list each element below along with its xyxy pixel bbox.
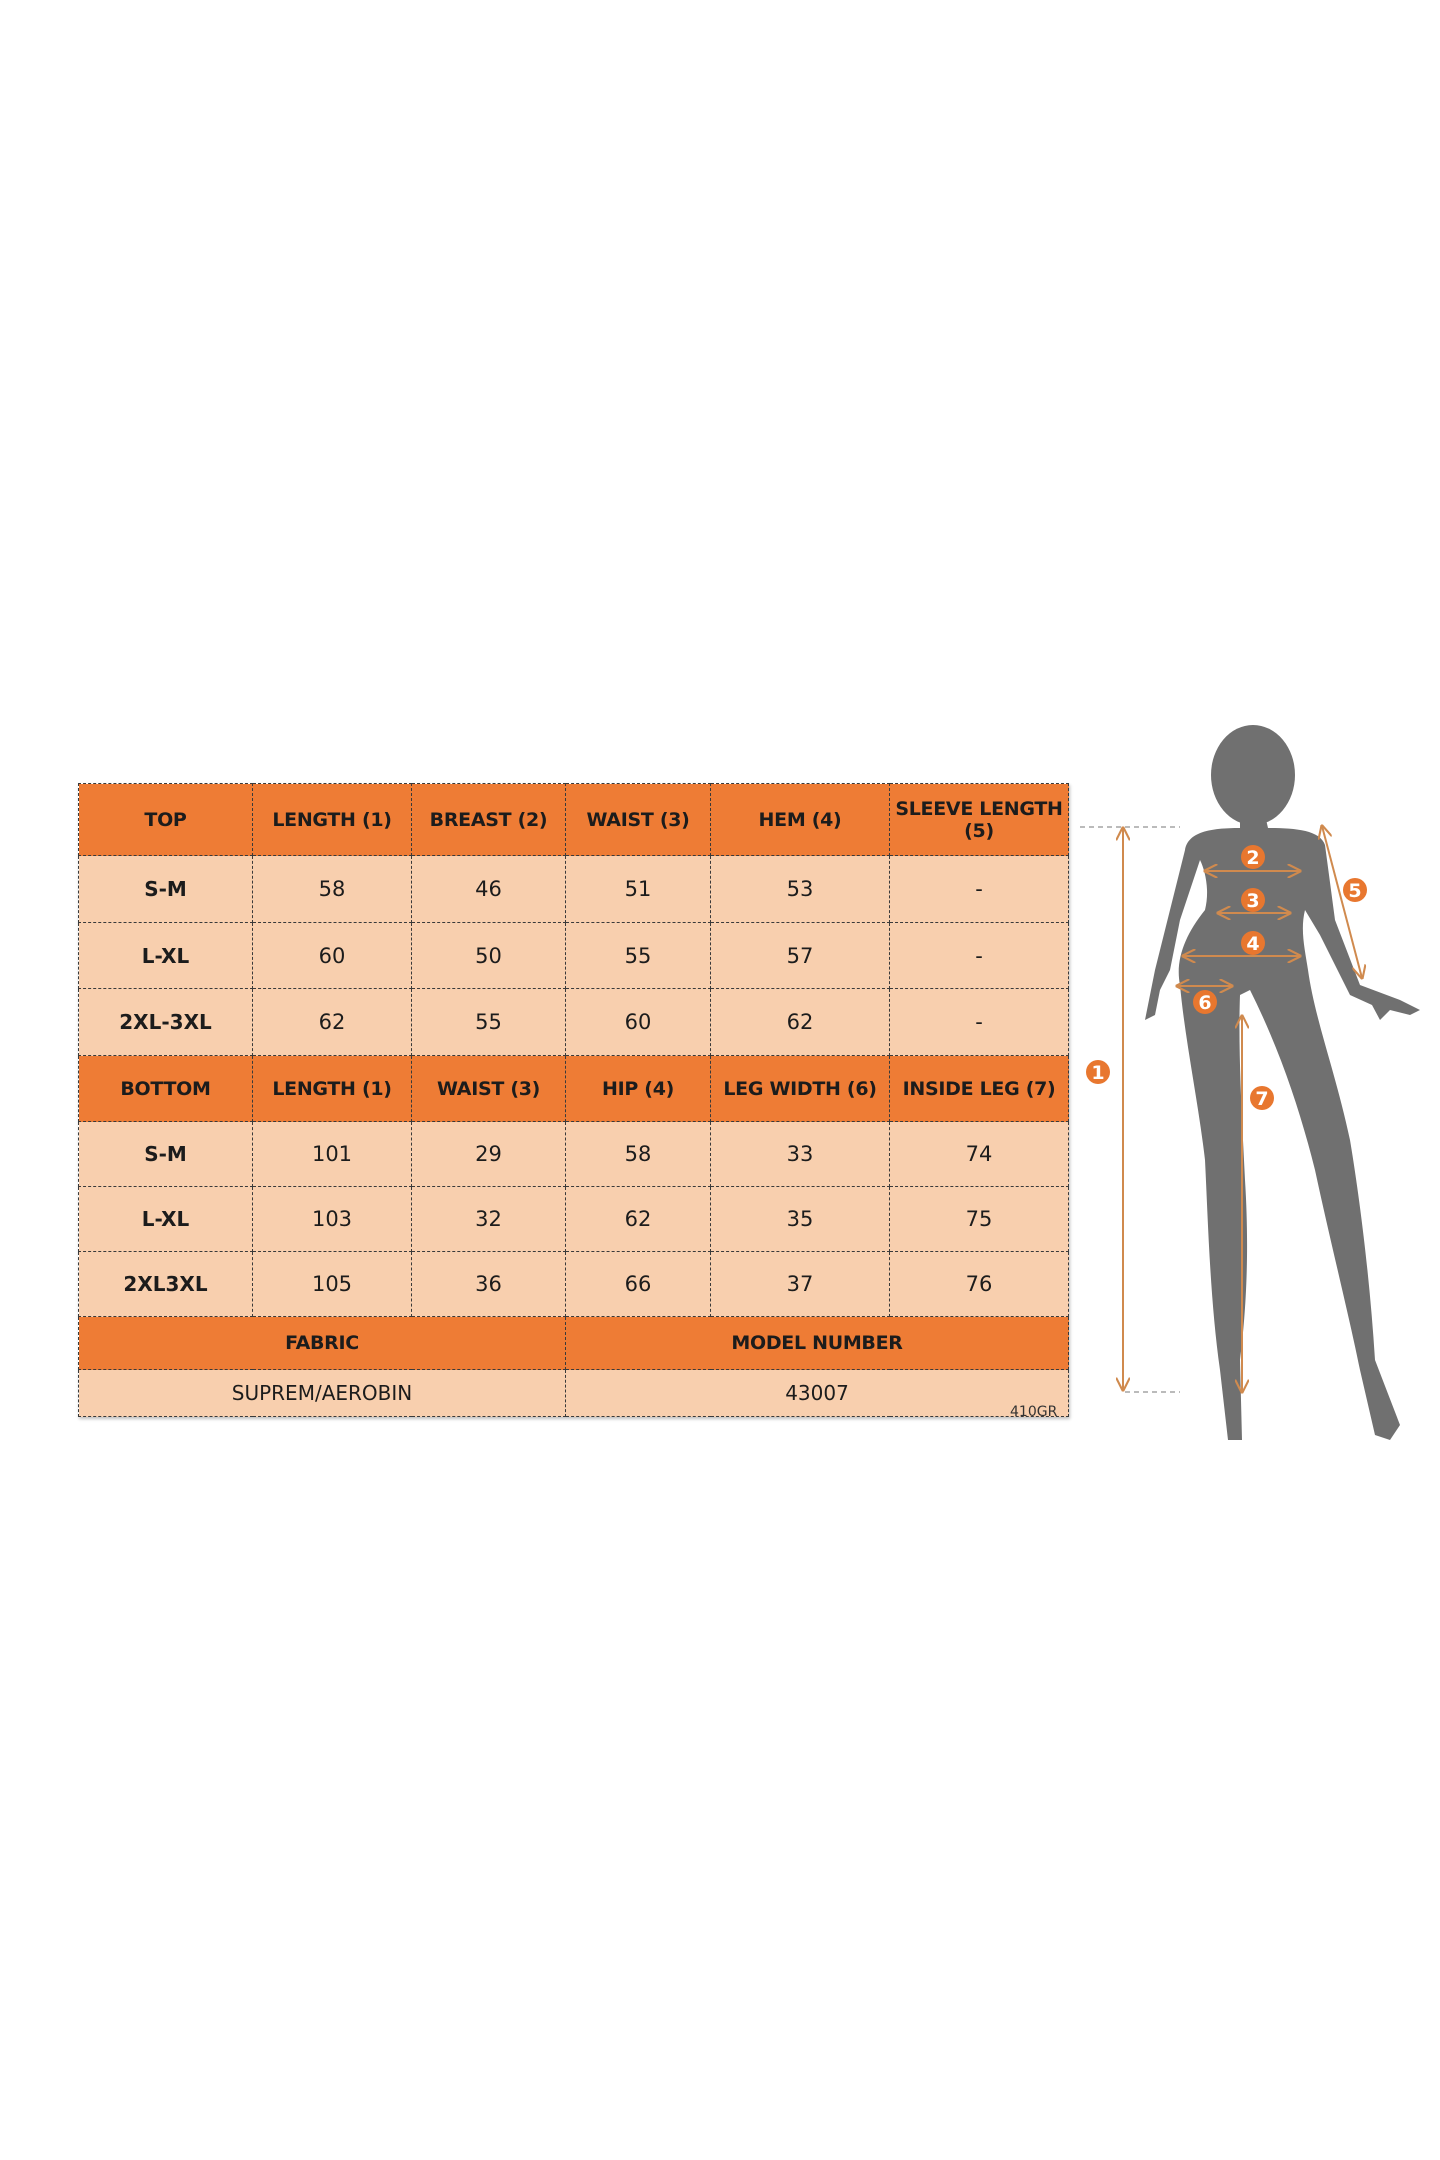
table-cell: -: [889, 988, 1069, 1056]
table-cell: 50: [411, 922, 566, 989]
table-cell: 32: [411, 1186, 566, 1252]
table-cell: 62: [252, 988, 412, 1056]
table-cell: 103: [252, 1186, 412, 1252]
info-value-row: SUPREM/AEROBIN 43007: [78, 1369, 1069, 1417]
silhouette: [1145, 725, 1420, 1440]
bottom-table-row: S-M 101 29 58 33 74: [78, 1121, 1069, 1187]
marker-3: 3: [1241, 888, 1265, 912]
fabric-value: SUPREM/AEROBIN: [78, 1369, 566, 1417]
svg-text:4: 4: [1246, 933, 1259, 955]
top-table-row: S-M 58 46 51 53-: [78, 855, 1069, 923]
bottom-table-row: L-XL 103 32 62 35 75: [78, 1186, 1069, 1252]
column-header: SLEEVE LENGTH (5): [889, 783, 1069, 856]
info-header-row: FABRIC MODEL NUMBER: [78, 1316, 1069, 1370]
table-cell: 55: [411, 988, 566, 1056]
table-cell: 101: [252, 1121, 412, 1187]
column-header: WAIST (3): [411, 1055, 566, 1122]
table-cell: 60: [565, 988, 711, 1056]
table-cell: -: [889, 922, 1069, 989]
table-cell: -: [889, 855, 1069, 923]
bottom-table-row: 2XL3XL 105 36 66 37 76: [78, 1251, 1069, 1317]
column-header: BOTTOM: [78, 1055, 253, 1122]
marker-1: 1: [1086, 1060, 1110, 1084]
table-cell: S-M: [78, 1121, 253, 1187]
table-cell: 66: [565, 1251, 711, 1317]
marker-6: 6: [1193, 990, 1217, 1014]
table-cell: 36: [411, 1251, 566, 1317]
table-cell: 76: [889, 1251, 1069, 1317]
top-table-row: L-XL 60 50 55 57-: [78, 922, 1069, 989]
svg-text:6: 6: [1198, 992, 1211, 1014]
column-header: LENGTH (1): [252, 1055, 412, 1122]
svg-text:7: 7: [1255, 1088, 1268, 1110]
marker-5: 5: [1343, 878, 1367, 902]
chart-code: 410GR: [1010, 1404, 1058, 1420]
table-cell: 2XL-3XL: [78, 988, 253, 1056]
table-cell: 33: [710, 1121, 890, 1187]
table-cell: 62: [710, 988, 890, 1056]
table-cell: 29: [411, 1121, 566, 1187]
arrow-sleeve: [1322, 826, 1362, 978]
table-cell: 105: [252, 1251, 412, 1317]
model-label: MODEL NUMBER: [565, 1316, 1069, 1370]
column-header: LEG WIDTH (6): [710, 1055, 890, 1122]
table-cell: 58: [252, 855, 412, 923]
fabric-label: FABRIC: [78, 1316, 566, 1370]
body-measurement-figure: 1 2 3 4 5 6 7: [1080, 725, 1420, 1440]
table-cell: 62: [565, 1186, 711, 1252]
silhouette-body: [1145, 815, 1420, 1440]
top-table-row: 2XL-3XL 62 55 60 62-: [78, 988, 1069, 1056]
table-cell: 51: [565, 855, 711, 923]
svg-text:3: 3: [1246, 890, 1259, 912]
table-cell: 60: [252, 922, 412, 989]
table-cell: 37: [710, 1251, 890, 1317]
silhouette-head: [1211, 725, 1295, 825]
svg-text:5: 5: [1348, 880, 1361, 902]
column-header: HIP (4): [565, 1055, 711, 1122]
table-cell: 55: [565, 922, 711, 989]
table-cell: 57: [710, 922, 890, 989]
table-cell: 75: [889, 1186, 1069, 1252]
marker-2: 2: [1241, 845, 1265, 869]
table-cell: S-M: [78, 855, 253, 923]
table-cell: 46: [411, 855, 566, 923]
marker-4: 4: [1241, 931, 1265, 955]
marker-7: 7: [1250, 1086, 1274, 1110]
column-header: WAIST (3): [565, 783, 711, 856]
size-chart-table: TOP LENGTH (1) BREAST (2) WAIST (3) HEM (4) S…: [78, 783, 1069, 1417]
svg-text:2: 2: [1246, 847, 1259, 869]
table-cell: 35: [710, 1186, 890, 1252]
table-cell: 53: [710, 855, 890, 923]
table-cell: 74: [889, 1121, 1069, 1187]
column-header: BREAST (2): [411, 783, 566, 856]
table-cell: L-XL: [78, 1186, 253, 1252]
column-header: INSIDE LEG (7): [889, 1055, 1069, 1122]
column-header: LENGTH (1): [252, 783, 412, 856]
model-value: 43007: [565, 1369, 1069, 1417]
svg-text:1: 1: [1091, 1062, 1104, 1084]
column-header: HEM (4): [710, 783, 890, 856]
bottom-header-row: BOTTOM LENGTH (1) WAIST (3) HIP (4) LEG WIDT…: [78, 1055, 1069, 1122]
top-header-row: TOP LENGTH (1) BREAST (2) WAIST (3) HEM (4) S…: [78, 783, 1069, 856]
table-cell: L-XL: [78, 922, 253, 989]
column-header: TOP: [78, 783, 253, 856]
table-cell: 58: [565, 1121, 711, 1187]
table-cell: 2XL3XL: [78, 1251, 253, 1317]
